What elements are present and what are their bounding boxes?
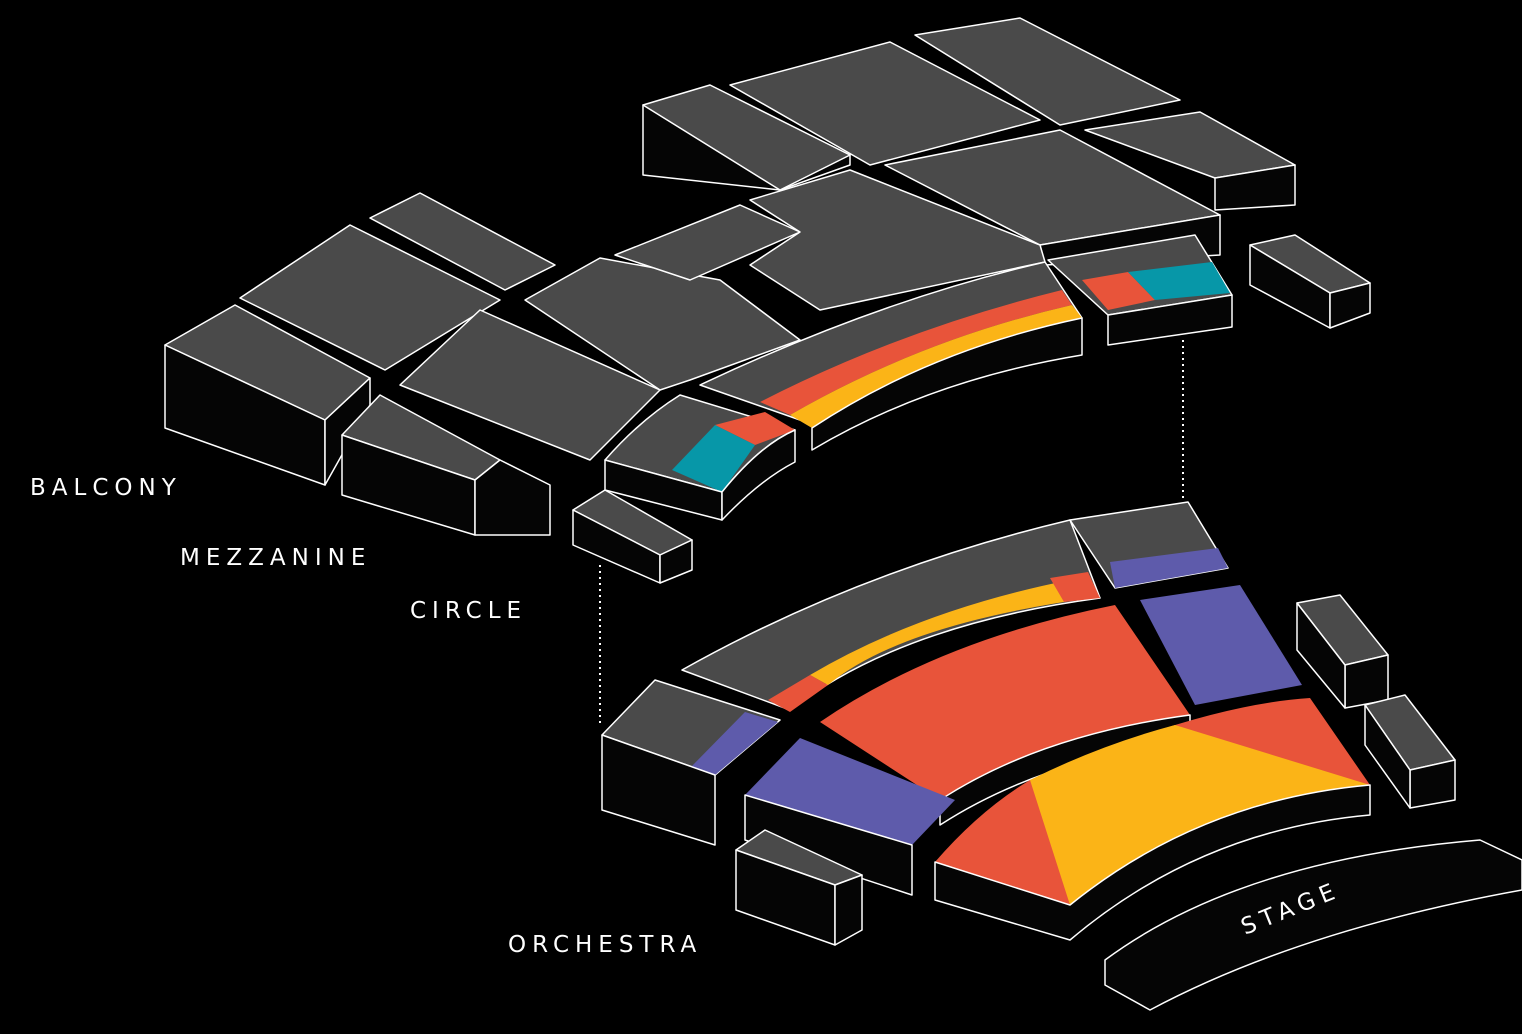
level-label: MEZZANINE [180,545,371,571]
section-blue [690,712,778,775]
level-label: BALCONY [30,475,182,501]
stage [1104,839,1522,1011]
block-side [1214,164,1296,211]
block [399,309,661,461]
section-yellow [810,580,1090,685]
section-blue [745,738,955,845]
block [642,84,851,191]
block-side [934,784,1371,941]
block-side [1329,282,1371,329]
block-side [811,317,1083,451]
block-side [1344,654,1389,709]
level-label: ORCHESTRA [508,932,702,958]
balcony-blocks [164,17,1371,584]
section-cyan [1128,262,1230,300]
level-label: CIRCLE [410,598,527,624]
block [369,192,556,291]
block-side [1364,704,1411,809]
block-side [474,459,551,536]
section-blue [1110,548,1228,588]
section-red [760,290,1072,415]
orchestra-blocks [601,501,1522,1011]
section-red [820,605,1190,800]
block-side [1107,294,1233,346]
section-yellow [1030,725,1370,905]
block [914,17,1181,126]
block-side [659,539,693,584]
section-red [1082,272,1155,310]
section-red [768,675,828,712]
section-cyan [672,425,755,492]
section-red [715,412,795,445]
block-side [834,874,863,946]
block-side [721,429,796,521]
block-side [601,734,716,846]
block-side [1296,602,1346,709]
block [239,224,501,371]
section-blue [1140,585,1302,705]
block-side [744,794,913,896]
block [729,41,1041,166]
section-red [1050,572,1100,602]
block [749,169,1046,311]
